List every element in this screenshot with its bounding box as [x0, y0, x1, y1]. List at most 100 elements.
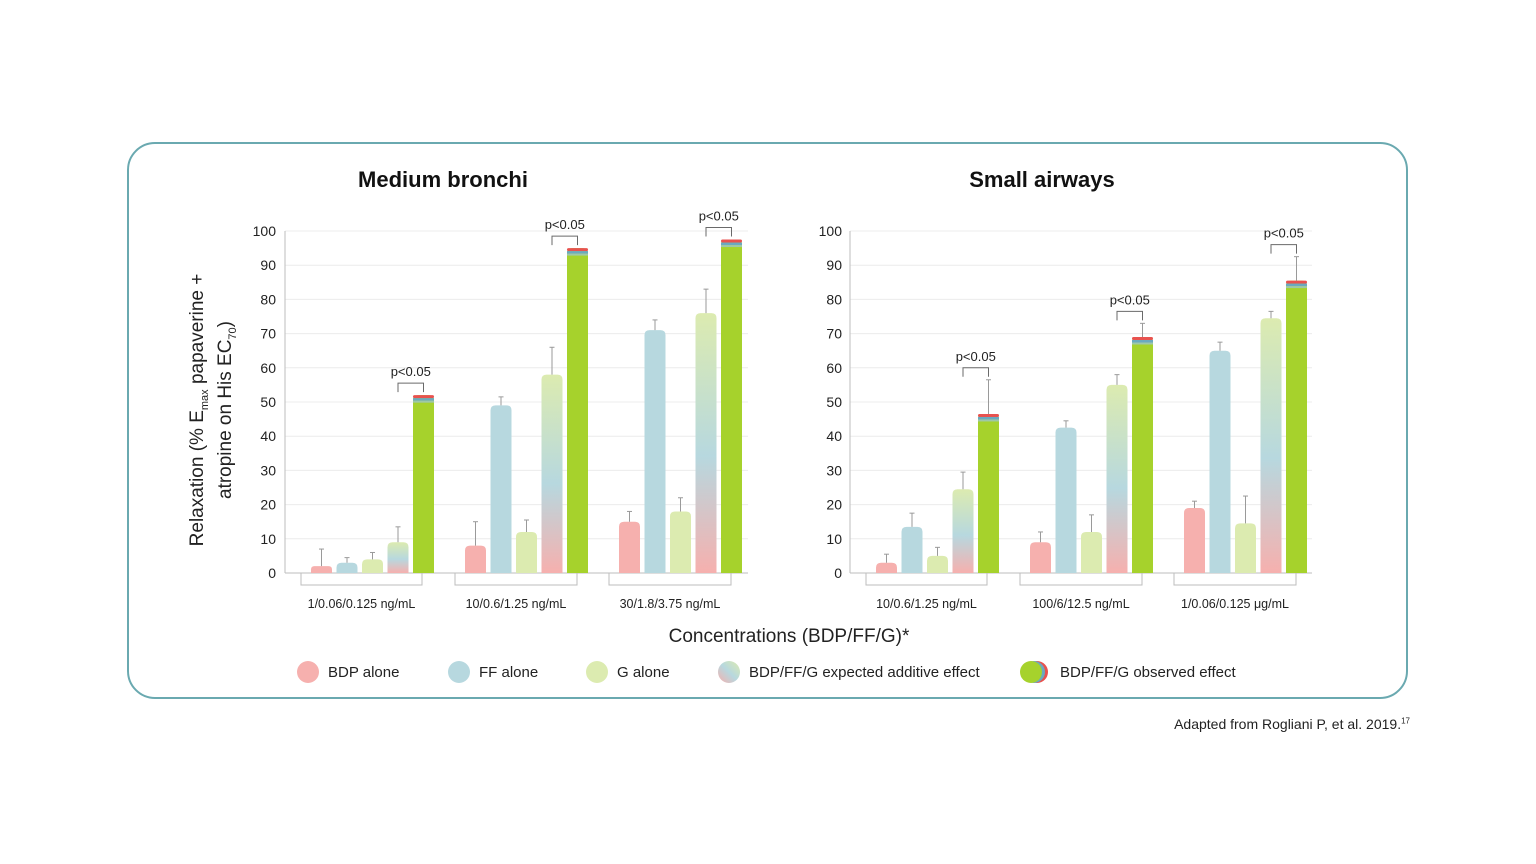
y-tick-label: 80 [826, 291, 842, 307]
legend-item-expected: BDP/FF/G expected additive effect [718, 661, 981, 683]
circle-green-light-icon [586, 661, 608, 683]
bar-ff [901, 526, 923, 573]
y-tick-label: 20 [826, 497, 842, 513]
y-axis-label: Relaxation (% Emax papaverine + atropine… [187, 274, 239, 547]
x-tick-label: 1/0.06/0.125 ng/mL [308, 597, 416, 611]
circle-gradient-icon [718, 661, 740, 683]
bar-stripe-blue [1286, 283, 1307, 287]
y-tick-label: 100 [253, 223, 277, 239]
bar-stripe-green [1132, 342, 1153, 345]
bar-g [670, 511, 691, 573]
bar-g [362, 559, 383, 573]
chart-medium-bronchi: 0 10 20 30 40 50 60 70 80 90 100 1/0.06/0.125 ng/mL… [253, 209, 748, 611]
bar-observed [413, 395, 434, 573]
x-tick-label: 100/6/12.5 ng/mL [1032, 597, 1129, 611]
x-tick-label: 10/0.6/1.25 ng/mL [466, 597, 567, 611]
bar-observed [721, 239, 742, 574]
y-tick-label: 0 [268, 565, 276, 581]
x-axis-label: Concentrations (BDP/FF/G)* [669, 626, 910, 647]
bar-stripe-green [721, 245, 742, 248]
source-text: Adapted from Rogliani P, et al. 2019. [1174, 716, 1402, 732]
legend-label-observed: BDP/FF/G observed effect [1060, 664, 1236, 681]
y-tick-label: 10 [826, 531, 842, 547]
y-tick-label: 30 [826, 462, 842, 478]
circle-blue-icon [448, 661, 470, 683]
y-tick-label: 40 [260, 428, 276, 444]
bar-observed [567, 248, 588, 573]
y-tick-label: 90 [826, 257, 842, 273]
bar-g [1081, 531, 1102, 573]
bar-stripe-red [413, 395, 434, 399]
bar-g [516, 531, 537, 573]
legend-item-ff: FF alone [448, 661, 538, 683]
y-tick-label: 20 [260, 497, 276, 513]
legend: BDP alone FF alone G alone BDP/FF/G expe… [297, 661, 1236, 683]
y-tick-label: 90 [260, 257, 276, 273]
y-tick-label: 30 [260, 462, 276, 478]
bar-ff [490, 405, 512, 573]
legend-label-bdp: BDP alone [328, 664, 399, 681]
bar-stripe-red [1286, 280, 1307, 284]
source-sup: 17 [1401, 716, 1410, 726]
y-label-line2-post: ) [215, 321, 236, 327]
legend-label-g: G alone [617, 664, 670, 681]
circle-observed-icon [1020, 661, 1048, 683]
bar-expected [952, 489, 974, 573]
legend-item-bdp: BDP alone [297, 661, 399, 683]
bar-stripe-blue [413, 398, 434, 401]
bar-g [1235, 523, 1256, 573]
y-label-line1-post: papaverine + [187, 274, 208, 390]
bar-g [927, 555, 948, 573]
legend-label-expected: BDP/FF/G expected additive effect [749, 664, 981, 681]
category-bracket [608, 573, 732, 586]
bar-ff [336, 562, 358, 573]
bar-bdp [1030, 542, 1051, 573]
x-tick-label: 1/0.06/0.125 μg/mL [1181, 597, 1289, 611]
significance-bracket [705, 227, 732, 237]
y-label-line1-pre: Relaxation (% E [187, 410, 208, 546]
significance-bracket [1116, 310, 1143, 321]
category-bracket [1019, 573, 1143, 586]
svg-text:Relaxation (% Emax papaverine: Relaxation (% Emax papaverine + [187, 274, 211, 547]
x-tick-label: 30/1.8/3.75 ng/mL [620, 597, 721, 611]
bar-stripe-red [978, 413, 999, 417]
chart-title-small-airways: Small airways [969, 167, 1115, 192]
bar-expected [695, 313, 717, 573]
bar-stripe-green [978, 419, 999, 422]
bar-ff [644, 330, 666, 573]
bar-bdp [876, 562, 897, 573]
y-tick-label: 60 [260, 360, 276, 376]
y-tick-label: 80 [260, 291, 276, 307]
significance-bracket [551, 235, 578, 246]
bar-stripe-red [1132, 337, 1153, 341]
y-label-line2-pre: atropine on His EC [215, 340, 236, 499]
p-value-label: p<0.05 [1264, 226, 1304, 241]
significance-bracket [397, 382, 424, 393]
bar-observed [1132, 337, 1153, 573]
bar-stripe-blue [721, 242, 742, 246]
bar-bdp [1184, 508, 1205, 573]
bar-stripe-green [413, 400, 434, 403]
p-value-label: p<0.05 [956, 349, 996, 364]
y-tick-label: 70 [260, 326, 276, 342]
bar-stripe-blue [567, 251, 588, 254]
bar-stripe-red [721, 239, 742, 243]
significance-bracket [1270, 244, 1297, 254]
chart-title-medium-bronchi: Medium bronchi [358, 167, 528, 192]
bar-bdp [311, 566, 332, 573]
bar-ff [1209, 350, 1231, 573]
legend-label-ff: FF alone [479, 664, 538, 681]
bar-stripe-red [567, 248, 588, 252]
y-tick-label: 60 [826, 360, 842, 376]
category-bracket [454, 573, 578, 586]
y-label-line2-sub: 70 [227, 327, 239, 339]
bar-observed [1286, 280, 1307, 573]
y-tick-label: 100 [819, 223, 843, 239]
y-tick-label: 40 [826, 428, 842, 444]
bar-observed [978, 413, 999, 573]
bar-bdp [619, 521, 640, 573]
y-tick-label: 50 [826, 394, 842, 410]
p-value-label: p<0.05 [545, 217, 585, 232]
y-tick-label: 10 [260, 531, 276, 547]
p-value-label: p<0.05 [1110, 292, 1150, 307]
